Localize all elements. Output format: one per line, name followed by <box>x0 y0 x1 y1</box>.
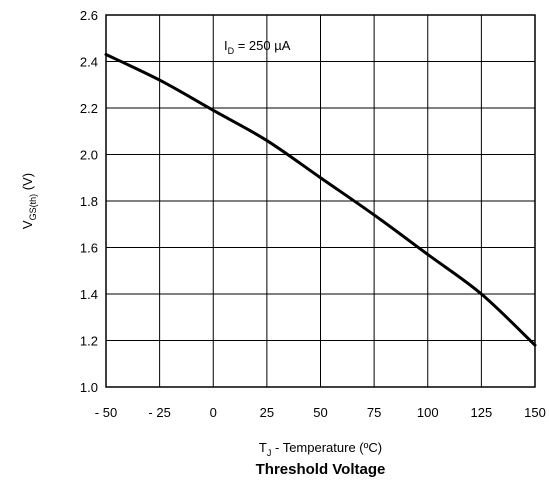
grid-lines <box>105 14 536 388</box>
x-tick-labels: - 50 - 25 0 25 50 75 100 125 150 <box>95 405 546 420</box>
y-tick-label: 1.6 <box>80 241 98 256</box>
y-tick-label: 1.8 <box>80 194 98 209</box>
y-axis-label-subscript: GS(th) <box>28 194 38 221</box>
x-axis-label: TJ - Temperature (ºC) <box>259 440 382 458</box>
y-tick-label: 2.2 <box>80 101 98 116</box>
x-tick-label: 0 <box>210 405 217 420</box>
x-tick-label: 150 <box>524 405 546 420</box>
y-tick-label: 1.2 <box>80 334 98 349</box>
x-tick-label: 25 <box>260 405 274 420</box>
annotation-subscript: D <box>228 46 235 56</box>
x-axis-label-rest: - Temperature (ºC) <box>271 440 382 455</box>
x-tick-label: - 50 <box>95 405 117 420</box>
x-axis-label-subscript: J <box>267 448 272 458</box>
plot-frame <box>105 14 536 388</box>
y-axis-label: VGS(th) (V) <box>20 173 38 229</box>
y-tick-labels: 1.0 1.2 1.4 1.6 1.8 2.0 2.2 2.4 2.6 <box>80 8 98 395</box>
current-annotation: ID = 250 µA <box>224 38 291 56</box>
x-tick-label: - 25 <box>148 405 170 420</box>
x-tick-label: 125 <box>471 405 493 420</box>
chart-title: Threshold Voltage <box>256 461 386 478</box>
y-axis-label-rest: (V) <box>20 173 35 194</box>
series-group <box>104 53 537 347</box>
x-tick-label: 50 <box>313 405 327 420</box>
x-tick-label: 75 <box>367 405 381 420</box>
x-axis-label-main: T <box>259 440 267 455</box>
y-tick-label: 2.4 <box>80 55 98 70</box>
x-tick-label: 100 <box>417 405 439 420</box>
y-tick-label: 2.6 <box>80 8 98 23</box>
series-line <box>104 53 537 347</box>
y-tick-label: 1.4 <box>80 287 98 302</box>
y-axis-label-main: V <box>20 220 35 229</box>
y-tick-label: 1.0 <box>80 380 98 395</box>
annotation-main: I <box>224 38 228 53</box>
y-tick-label: 2.0 <box>80 148 98 163</box>
annotation-value: = 250 µA <box>234 38 291 53</box>
